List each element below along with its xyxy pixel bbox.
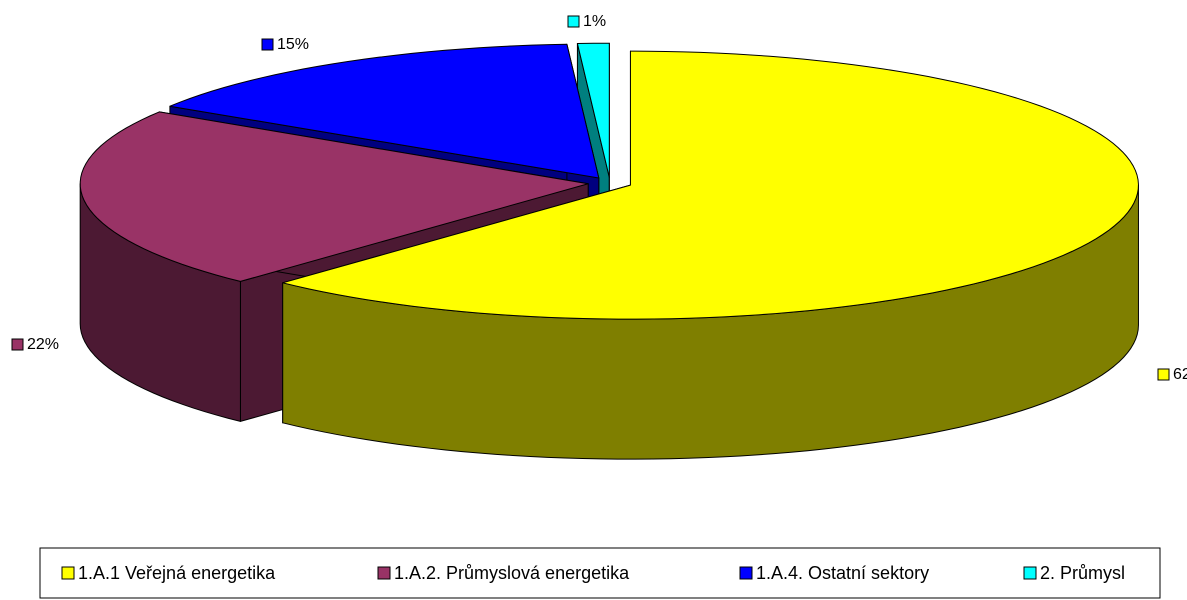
- data-label: 62%: [1173, 366, 1187, 383]
- legend-label: 1.A.1 Veřejná energetika: [78, 563, 276, 583]
- legend-swatch: [1023, 566, 1037, 580]
- legend-label: 2. Průmysl: [1040, 563, 1125, 583]
- data-label: 22%: [27, 336, 59, 353]
- slice-top: [169, 43, 600, 179]
- label-swatch: [1157, 368, 1170, 381]
- data-label: 15%: [277, 36, 309, 53]
- label-swatch: [261, 38, 274, 51]
- label-swatch: [567, 15, 580, 28]
- legend: 1.A.1 Veřejná energetika 1.A.2. Průmyslov…: [61, 563, 1125, 583]
- label-swatch: [11, 338, 24, 351]
- data-labels: 62% 22% 15% 1%: [11, 13, 1187, 383]
- data-label: 1%: [583, 13, 606, 30]
- legend-box: [39, 547, 1161, 599]
- slice-top: [576, 42, 610, 178]
- legend-label: 1.A.2. Průmyslová energetika: [394, 563, 630, 583]
- legend-swatch: [377, 566, 391, 580]
- pie: [79, 42, 1139, 460]
- legend-label: 1.A.4. Ostatní sektory: [756, 563, 929, 583]
- legend-swatch: [739, 566, 753, 580]
- slice-top: [79, 111, 589, 282]
- legend-swatch: [61, 566, 75, 580]
- slice-top: [282, 50, 1139, 320]
